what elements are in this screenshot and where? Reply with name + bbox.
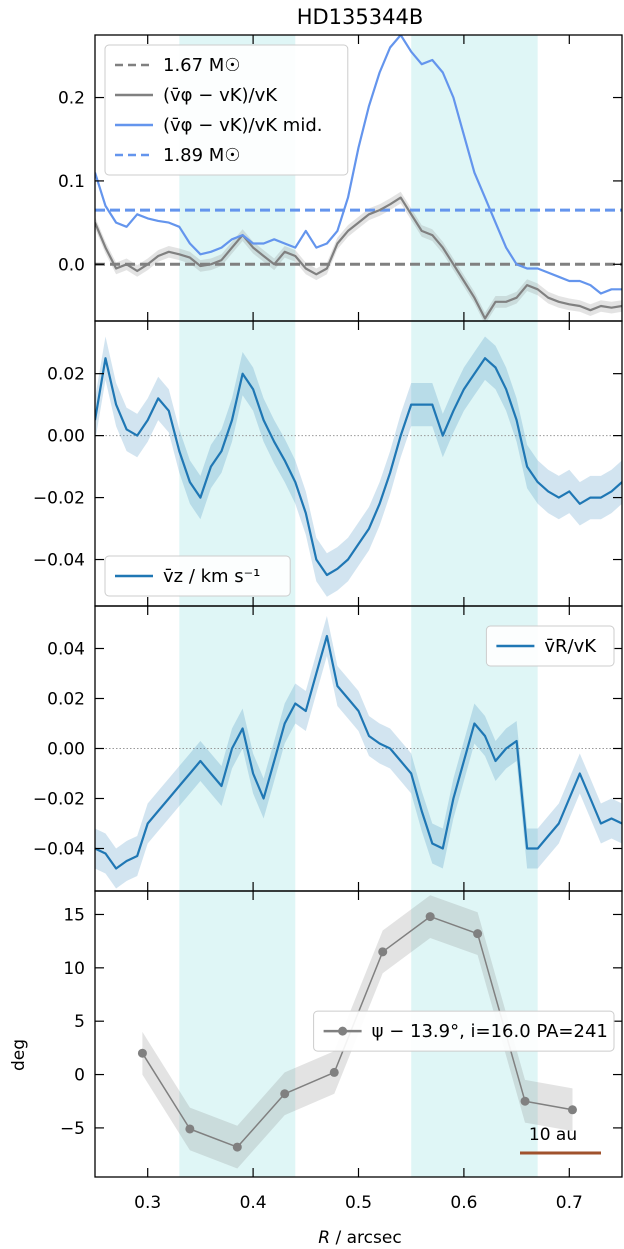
x-tick-labels: 0.3 0.4 0.5 0.6 0.7: [134, 1193, 583, 1213]
panel-1-plot: [95, 35, 622, 321]
legend-marker: [338, 1026, 348, 1036]
data-point: [378, 947, 388, 957]
shaded-band: [179, 606, 296, 891]
y-tick-label: 0.02: [47, 365, 85, 385]
y-tick-label: −5: [60, 1119, 85, 1139]
y-tick-label: 0.02: [47, 690, 85, 710]
legend-label: 1.67 M☉: [163, 55, 240, 76]
y-tick-label: 0.0: [58, 255, 85, 275]
tick-marks: 0.0 0.1 0.2 −0.04 −0.02 0.00 0.02 −0.04 −0.02 0.0…: [33, 35, 622, 1213]
shaded-band: [411, 35, 538, 321]
legend-box: [104, 44, 349, 176]
data-point: [232, 1142, 242, 1152]
legend-label: ψ − 13.9°, i=16.0 PA=241: [372, 1021, 608, 1042]
y-tick-label: 0: [74, 1066, 85, 1086]
uncertainty-band: [95, 191, 622, 321]
y-tick-label: 15: [63, 905, 85, 925]
series-line: [95, 196, 622, 320]
x-axis-label: R / arcsec: [318, 1228, 401, 1248]
legend-label: v̄z / km s⁻¹: [163, 566, 260, 587]
data-point: [137, 1048, 147, 1058]
data-point: [473, 929, 483, 939]
y-tick-label: 0.1: [58, 172, 85, 192]
y-tick-label: −0.04: [33, 840, 85, 860]
data-point: [280, 1089, 290, 1099]
y-tick-label: 5: [74, 1012, 85, 1032]
scale-bar: 10 au: [520, 1125, 601, 1155]
series-line: [95, 634, 622, 870]
legend-box: [104, 555, 291, 597]
y-tick-label: 0.04: [47, 640, 85, 660]
scale-bar-label: 10 au: [529, 1125, 577, 1145]
x-axis-label-var: R: [318, 1228, 330, 1248]
data-point: [329, 1067, 339, 1077]
legend-label: v̄R/vK: [544, 636, 597, 657]
y-axis-label-deg: deg: [9, 1039, 29, 1071]
legend-label: 1.89 M☉: [163, 145, 240, 166]
shaded-band: [179, 891, 296, 1177]
legend-label: (v̄φ − vK)/vK: [163, 85, 278, 106]
y-tick-label: −0.04: [33, 551, 85, 571]
legend-box: [313, 1010, 615, 1052]
panel-3-plot: [95, 616, 622, 889]
data-point: [567, 1105, 577, 1115]
x-tick-label: 0.7: [556, 1193, 583, 1213]
series-line: [95, 357, 622, 577]
x-tick-label: 0.6: [450, 1193, 477, 1213]
legend-box: [485, 625, 615, 667]
x-tick-label: 0.5: [345, 1193, 372, 1213]
y-tick-label: 0.2: [58, 89, 85, 109]
y-tick-label: −0.02: [33, 790, 85, 810]
legends: 1.67 M☉ (v̄φ − vK)/vK (v̄φ − vK)/vK mid. 1.…: [104, 44, 615, 1052]
chart-title: HD135344B: [297, 5, 424, 29]
x-axis-label-unit: / arcsec: [330, 1228, 402, 1248]
y-tick-label: 10: [63, 959, 85, 979]
data-point: [425, 912, 435, 922]
x-tick-label: 0.4: [240, 1193, 267, 1213]
shaded-band: [411, 321, 538, 606]
y-tick-label: 0.00: [47, 740, 85, 760]
y-tick-label: −0.02: [33, 489, 85, 509]
data-point: [520, 1096, 530, 1106]
series-line: [95, 35, 622, 295]
data-point: [185, 1124, 195, 1134]
legend-label: (v̄φ − vK)/vK mid.: [163, 115, 322, 136]
y-tick-label: 0.00: [47, 427, 85, 447]
panel-2-plot: [95, 336, 622, 597]
x-tick-label: 0.3: [134, 1193, 161, 1213]
